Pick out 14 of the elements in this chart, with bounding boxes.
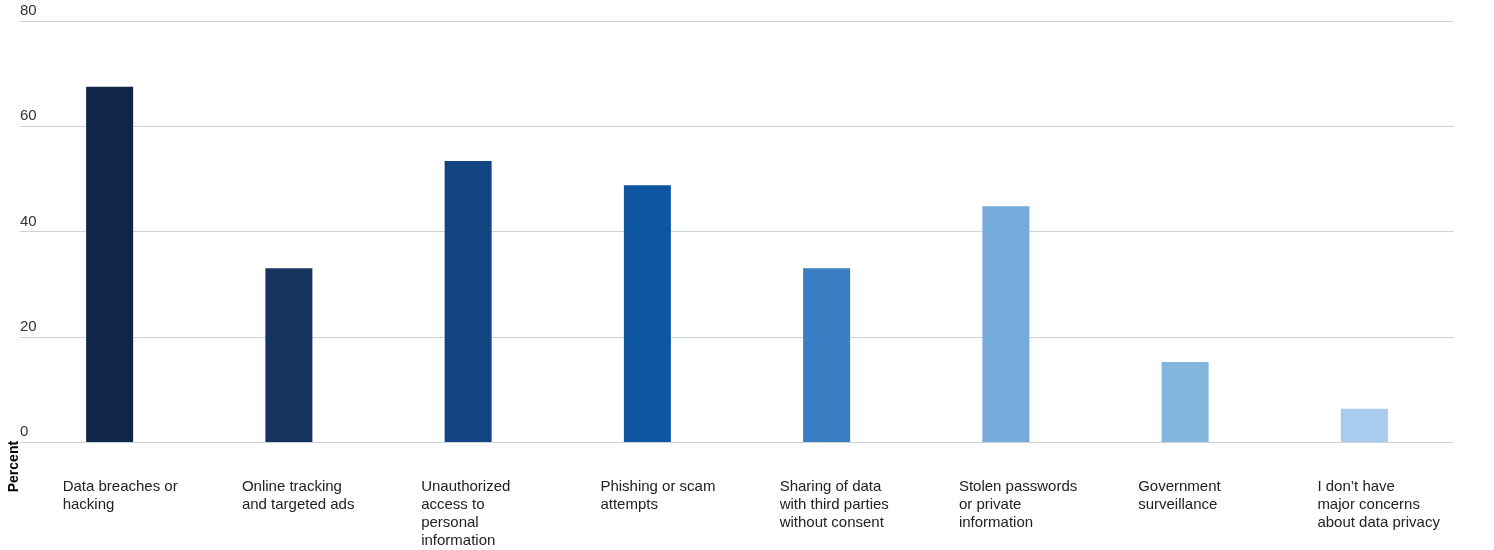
x-tick-label: Unauthorized access to personal information [421, 476, 515, 548]
x-tick-label: Online tracking and targeted ads [241, 476, 355, 512]
y-tick-label: 80 [20, 1, 37, 18]
y-tick-label: 0 [20, 422, 29, 439]
x-tick-label: I don’t have major concerns about data privacy [1317, 476, 1441, 530]
y-tick-label: 20 [20, 316, 37, 334]
x-tick-label: Government surveillance [1138, 476, 1225, 512]
x-tick-label: Data breaches or hacking [62, 476, 182, 512]
x-tick-label: Stolen passwords or private information [958, 476, 1082, 530]
y-tick-label: 60 [20, 106, 37, 124]
x-tick-label: Sharing of data with third parties without consent [778, 476, 894, 530]
y-axis-title: Percent [5, 440, 21, 493]
x-tick-label: Phishing or scam attempts [600, 476, 720, 512]
y-tick-label: 40 [20, 211, 37, 229]
